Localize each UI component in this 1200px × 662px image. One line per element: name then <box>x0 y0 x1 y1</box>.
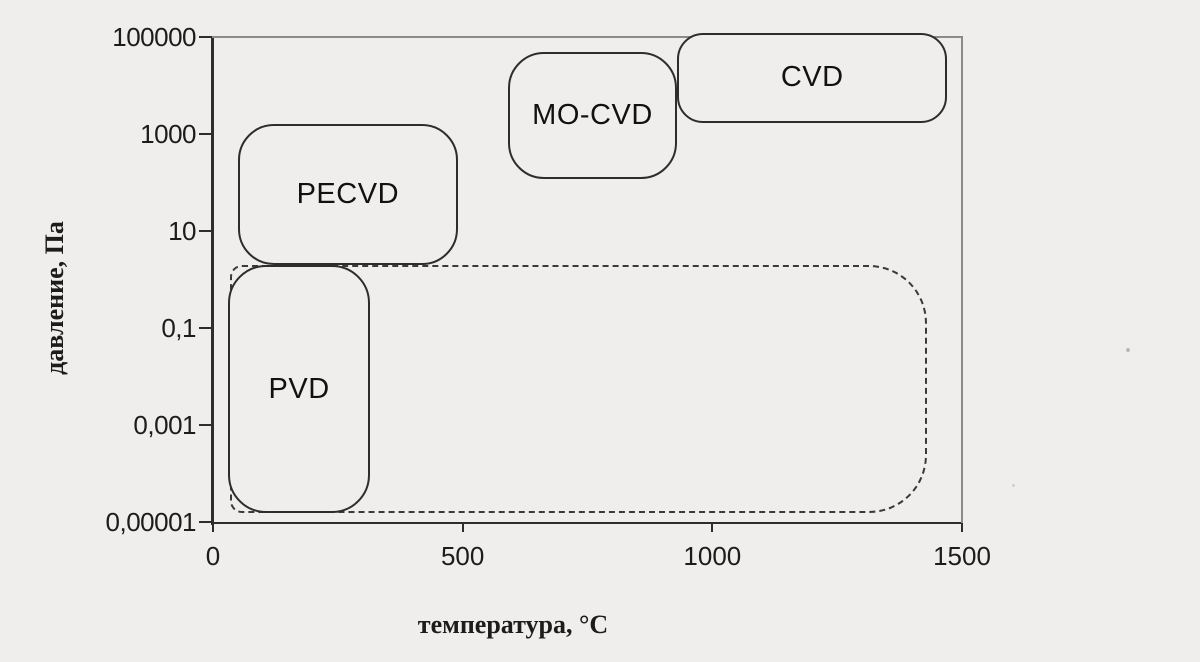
x-axis-line <box>211 521 963 524</box>
x-tick-label: 1500 <box>933 541 991 571</box>
region-mo-cvd: MO-CVD <box>507 51 678 179</box>
y-tick-mark <box>199 230 212 232</box>
y-axis-title: давление, Па <box>40 221 69 375</box>
y-tick-label: 0,00001 <box>105 507 197 537</box>
region-label-pvd: PVD <box>268 372 330 405</box>
region-label-cvd: CVD <box>780 61 844 94</box>
y-tick-mark <box>199 133 212 135</box>
y-tick-label: 10 <box>168 216 196 246</box>
region-pvd: PVD <box>227 264 371 514</box>
x-tick-mark <box>711 523 714 532</box>
y-tick-label: 0,1 <box>161 313 196 343</box>
plot-top-border <box>211 36 963 38</box>
y-tick-label: 100000 <box>112 22 196 52</box>
region-label-pecvd: PECVD <box>296 177 400 210</box>
x-tick-label: 0 <box>205 541 221 571</box>
region-cvd: CVD <box>677 33 947 123</box>
x-tick-label: 1000 <box>683 541 742 571</box>
x-tick-label: 500 <box>440 541 485 571</box>
x-tick-mark <box>212 523 214 532</box>
y-tick-mark <box>199 424 212 426</box>
y-tick-label: 1000 <box>140 119 196 149</box>
x-axis-title: температура, °C <box>417 610 609 639</box>
x-tick-mark <box>961 523 963 532</box>
noise-speck <box>1012 484 1015 487</box>
x-tick-mark <box>461 523 464 532</box>
y-tick-mark <box>199 521 212 523</box>
y-tick-mark <box>199 36 212 38</box>
region-label-mo-cvd: MO-CVD <box>532 98 653 131</box>
y-tick-mark <box>199 327 212 329</box>
y-axis-line <box>211 36 214 525</box>
region-pecvd: PECVD <box>237 124 458 265</box>
plot-right-border <box>961 36 963 524</box>
noise-speck <box>1126 348 1130 352</box>
y-tick-label: 0,001 <box>133 410 196 440</box>
